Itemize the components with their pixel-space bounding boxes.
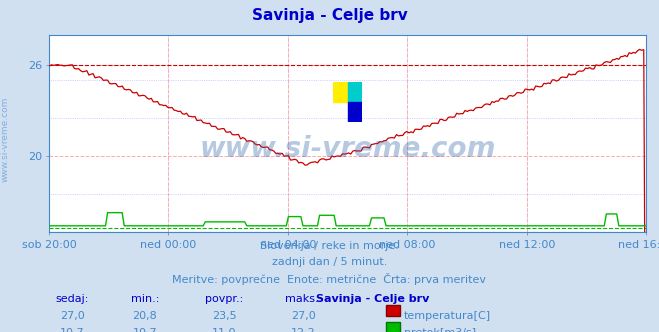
Text: 23,5: 23,5	[212, 311, 237, 321]
Bar	[348, 102, 362, 122]
Text: Slovenija / reke in morje.: Slovenija / reke in morje.	[260, 241, 399, 251]
Text: maks.:: maks.:	[285, 294, 322, 304]
Text: 20,8: 20,8	[132, 311, 158, 321]
Text: pretok[m3/s]: pretok[m3/s]	[404, 328, 476, 332]
Text: 12,2: 12,2	[291, 328, 316, 332]
Text: 27,0: 27,0	[60, 311, 85, 321]
Text: Meritve: povprečne  Enote: metrične  Črta: prva meritev: Meritve: povprečne Enote: metrične Črta:…	[173, 273, 486, 285]
Text: Savinja - Celje brv: Savinja - Celje brv	[316, 294, 429, 304]
Text: sedaj:: sedaj:	[56, 294, 89, 304]
Text: 10,7: 10,7	[132, 328, 158, 332]
Bar	[348, 82, 362, 102]
Text: Savinja - Celje brv: Savinja - Celje brv	[252, 8, 407, 23]
Text: zadnji dan / 5 minut.: zadnji dan / 5 minut.	[272, 257, 387, 267]
Text: 27,0: 27,0	[291, 311, 316, 321]
Text: www.si-vreme.com: www.si-vreme.com	[1, 97, 10, 182]
Text: povpr.:: povpr.:	[205, 294, 243, 304]
Text: temperatura[C]: temperatura[C]	[404, 311, 491, 321]
Bar	[333, 82, 348, 102]
Text: 10,7: 10,7	[60, 328, 85, 332]
Text: 11,0: 11,0	[212, 328, 237, 332]
Text: www.si-vreme.com: www.si-vreme.com	[200, 135, 496, 163]
Text: min.:: min.:	[130, 294, 159, 304]
